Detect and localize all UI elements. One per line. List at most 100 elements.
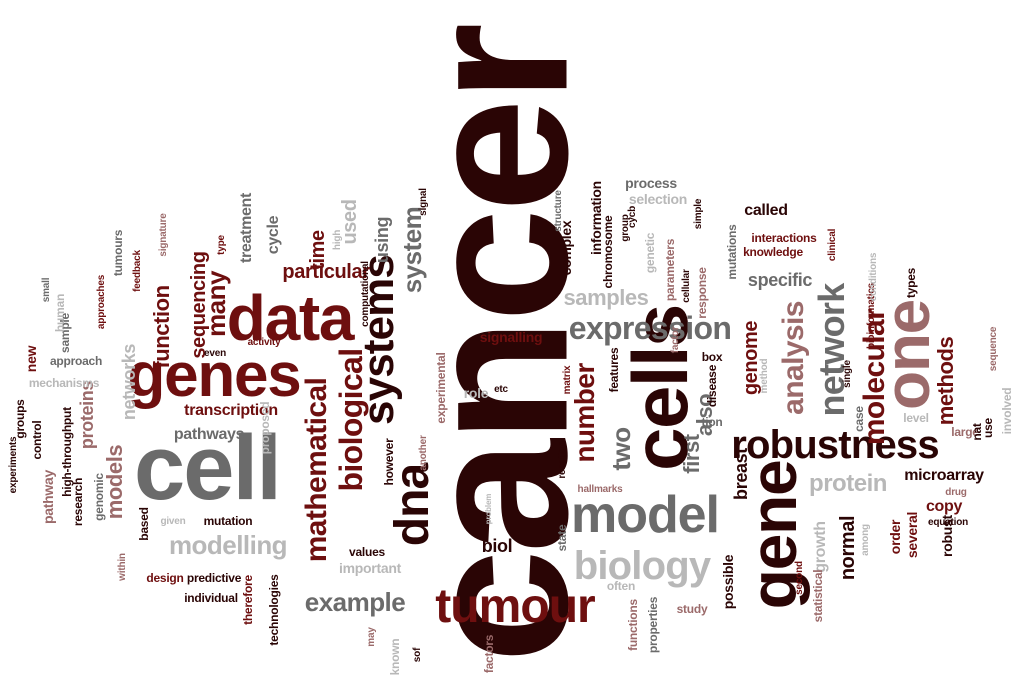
word-networks: networks — [119, 343, 139, 421]
word-two: two — [606, 427, 636, 471]
word-statistical: statistical — [811, 569, 825, 623]
word-sequence: sequence — [988, 326, 999, 372]
word-design: design — [146, 571, 184, 585]
word-network: network — [811, 283, 852, 417]
word-tion: tion — [701, 415, 723, 429]
word-drug: drug — [945, 487, 967, 498]
word-level: level — [903, 411, 929, 425]
word-signalling: signalling — [479, 329, 543, 345]
word-tumour: tumour — [435, 580, 596, 633]
word-involved: involved — [1000, 387, 1014, 435]
word-technologies: technologies — [267, 574, 281, 646]
word-based: based — [137, 507, 151, 541]
word-treatment: treatment — [238, 192, 255, 264]
word-type: type — [216, 235, 227, 255]
word-normal: normal — [837, 515, 859, 581]
word-factor: factor — [670, 326, 681, 354]
word-cellular: cellular — [681, 269, 692, 303]
word-large: large — [951, 425, 979, 439]
word-genetic: genetic — [643, 232, 657, 274]
word-number: number — [569, 363, 600, 463]
word-new: new — [23, 345, 39, 373]
word-used: used — [339, 199, 361, 245]
word-known: known — [388, 638, 402, 676]
word-feedback: feedback — [132, 250, 143, 292]
word-case: case — [852, 406, 866, 432]
word-signature: signature — [158, 213, 169, 257]
word-analysis: analysis — [777, 301, 810, 415]
word-mathematical: mathematical — [300, 377, 333, 563]
word-approach: approach — [49, 354, 103, 368]
word-experiments: experiments — [8, 436, 19, 494]
word-another: another — [418, 435, 429, 471]
word-called: called — [744, 202, 788, 219]
word-clinical: clinical — [827, 228, 838, 262]
word-within: within — [117, 553, 128, 581]
word-protein: protein — [809, 470, 887, 497]
word-human: human — [53, 293, 67, 333]
word-data: data — [226, 282, 355, 354]
word-functions: functions — [626, 599, 640, 651]
word-however: however — [382, 438, 396, 486]
word-biological: biological — [333, 348, 369, 492]
word-possible: possible — [720, 554, 736, 610]
word-simple: simple — [693, 198, 704, 230]
word-mechanisms: mechanisms — [28, 376, 100, 390]
word-small: small — [41, 277, 52, 303]
word-methods: methods — [933, 336, 958, 426]
word-etc: etc — [494, 384, 508, 395]
word-signal: signal — [418, 188, 429, 216]
word-factors: factors — [482, 634, 496, 674]
word-features: features — [607, 347, 621, 393]
word-parameters: parameters — [663, 238, 677, 302]
word-several: several — [904, 511, 920, 559]
word-problem: problem — [484, 493, 493, 525]
word-microarray: microarray — [904, 467, 984, 484]
word-expression: expression — [568, 310, 732, 346]
word-may: may — [366, 627, 377, 647]
word-transcription: transcription — [184, 402, 278, 419]
word-study: study — [676, 602, 708, 616]
word-activity: activity — [247, 337, 281, 348]
word-cell: cell — [133, 417, 282, 519]
word-selection: selection — [628, 191, 688, 207]
word-first: first — [679, 434, 704, 474]
word-structure: structure — [553, 190, 564, 232]
word-groups: groups — [13, 399, 27, 439]
word-conditions: conditions — [868, 252, 879, 302]
word-cycle: cycle — [265, 215, 282, 255]
word-breast: breast — [731, 448, 751, 500]
word-system: system — [397, 206, 427, 294]
word-single: single — [842, 360, 853, 388]
word-approaches: approaches — [96, 274, 107, 330]
word-role: role — [463, 385, 489, 401]
word-pathway: pathway — [40, 469, 56, 525]
word-method: method — [759, 358, 770, 394]
word-therefore: therefore — [241, 575, 255, 625]
word-knowledge: knowledge — [743, 245, 803, 259]
word-reaction: reaction — [557, 441, 568, 479]
word-chromosome: chromosome — [601, 215, 615, 289]
word-mutations: mutations — [725, 224, 739, 280]
word-individual: individual — [184, 591, 238, 605]
word-box: box — [701, 350, 723, 364]
word-modelling: modelling — [168, 530, 288, 560]
word-robustness: robustness — [731, 423, 939, 467]
word-even: even — [204, 348, 226, 359]
word-mutation: mutation — [203, 514, 253, 528]
word-specific: specific — [747, 270, 813, 290]
word-samples: samples — [563, 285, 649, 310]
word-computational: computational — [360, 261, 371, 327]
word-genomic: genomic — [92, 473, 106, 521]
word-biology: biology — [573, 544, 711, 588]
word-particular: particular — [282, 261, 370, 283]
word-given: given — [160, 516, 186, 527]
word-dna: dna — [386, 463, 439, 547]
word-control: control — [30, 420, 44, 460]
word-using: using — [372, 216, 392, 264]
word-function: function — [149, 285, 174, 369]
word-order: order — [887, 519, 903, 555]
word-experimental: experimental — [434, 352, 448, 424]
word-values: values — [349, 545, 385, 559]
